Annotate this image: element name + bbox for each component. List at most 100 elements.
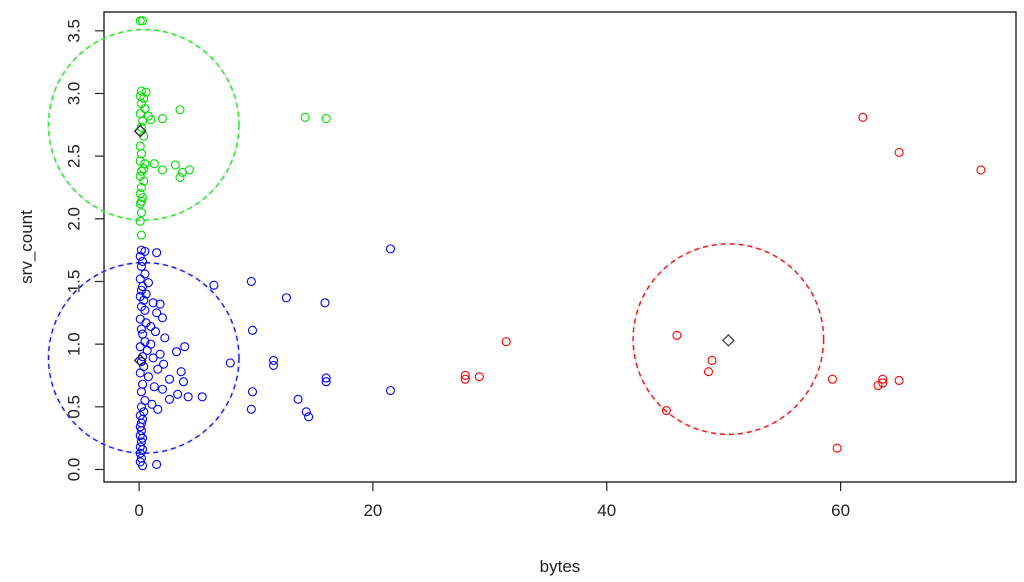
data-point bbox=[136, 230, 146, 240]
data-point bbox=[135, 141, 145, 151]
data-point bbox=[247, 387, 258, 397]
plot-frame bbox=[103, 11, 1017, 483]
data-point bbox=[140, 337, 150, 347]
data-point bbox=[474, 372, 484, 382]
data-point bbox=[139, 295, 149, 305]
data-point bbox=[321, 373, 331, 383]
data-point bbox=[268, 360, 279, 370]
data-point bbox=[138, 281, 148, 292]
data-point bbox=[209, 280, 219, 290]
data-point bbox=[155, 349, 165, 359]
data-point bbox=[140, 305, 150, 315]
data-point bbox=[135, 342, 145, 352]
data-point bbox=[136, 122, 146, 132]
y-tick-label: 1.5 bbox=[65, 270, 84, 294]
data-point bbox=[873, 380, 883, 391]
data-point bbox=[136, 387, 146, 397]
data-point bbox=[832, 443, 842, 453]
data-point bbox=[153, 364, 163, 374]
data-point bbox=[135, 442, 145, 452]
data-point bbox=[173, 389, 183, 399]
data-point bbox=[153, 404, 163, 414]
data-point bbox=[268, 355, 279, 365]
x-axis-label: bytes bbox=[540, 557, 581, 576]
data-point bbox=[142, 345, 152, 355]
data-point bbox=[149, 382, 159, 392]
data-point bbox=[878, 374, 888, 384]
data-point bbox=[184, 165, 194, 175]
x-tick-label: 20 bbox=[363, 501, 382, 520]
data-point bbox=[138, 329, 148, 339]
data-point bbox=[138, 16, 148, 26]
y-tick-label: 3.5 bbox=[65, 19, 84, 43]
data-point bbox=[178, 377, 189, 387]
data-point bbox=[175, 172, 185, 182]
data-point bbox=[135, 108, 145, 119]
cluster-circle bbox=[47, 261, 240, 454]
cluster-circle bbox=[632, 243, 825, 436]
x-tick-label: 40 bbox=[597, 501, 616, 520]
data-point bbox=[894, 375, 904, 386]
data-point bbox=[136, 402, 146, 412]
data-point bbox=[149, 159, 159, 169]
cluster-circle bbox=[47, 28, 240, 221]
data-point bbox=[136, 357, 146, 367]
data-point bbox=[135, 274, 145, 284]
data-point bbox=[707, 355, 717, 365]
data-point bbox=[225, 358, 235, 368]
data-point bbox=[140, 159, 150, 169]
data-point bbox=[136, 324, 146, 334]
data-point bbox=[136, 166, 146, 176]
data-point bbox=[138, 116, 148, 126]
y-tick-label: 2.5 bbox=[65, 144, 84, 168]
data-point bbox=[152, 308, 162, 318]
data-point bbox=[672, 330, 682, 340]
data-point bbox=[139, 176, 149, 186]
data-point bbox=[143, 278, 153, 288]
data-point bbox=[136, 182, 146, 193]
cluster-circles bbox=[47, 28, 826, 455]
data-point bbox=[246, 276, 256, 287]
data-point bbox=[135, 368, 145, 378]
data-point bbox=[157, 384, 168, 394]
y-tick-label: 2.0 bbox=[65, 207, 84, 231]
cluster-centers bbox=[133, 124, 735, 367]
data-point bbox=[164, 394, 175, 404]
data-point bbox=[197, 392, 207, 402]
data-point bbox=[159, 359, 169, 369]
data-point bbox=[175, 105, 185, 115]
data-point bbox=[148, 353, 158, 363]
data-point bbox=[135, 314, 145, 324]
data-point bbox=[246, 404, 256, 414]
data-point bbox=[138, 461, 148, 471]
data-point bbox=[170, 160, 180, 170]
data-point bbox=[183, 392, 193, 402]
data-point bbox=[157, 165, 168, 175]
cluster-circle-halo bbox=[631, 242, 826, 436]
data-point bbox=[293, 394, 303, 404]
data-point bbox=[135, 16, 145, 26]
data-point bbox=[247, 325, 258, 335]
data-point bbox=[661, 406, 671, 416]
cluster-center-marker bbox=[721, 333, 735, 347]
data-point bbox=[176, 367, 186, 377]
x-tick-label: 0 bbox=[134, 501, 143, 520]
data-point bbox=[136, 149, 146, 159]
data-point bbox=[180, 342, 190, 352]
data-point bbox=[138, 433, 148, 443]
data-point bbox=[135, 216, 145, 226]
y-tick-label: 3.0 bbox=[65, 82, 84, 106]
data-point bbox=[460, 370, 470, 381]
data-point bbox=[138, 379, 148, 389]
data-points bbox=[135, 16, 986, 471]
y-tick-label: 0.0 bbox=[65, 458, 84, 482]
data-point bbox=[157, 313, 168, 323]
data-point bbox=[135, 431, 145, 441]
data-point bbox=[171, 347, 182, 357]
data-point bbox=[139, 93, 149, 104]
data-point bbox=[138, 192, 148, 203]
data-point bbox=[150, 327, 160, 337]
cluster-center-marker bbox=[133, 354, 147, 367]
data-point bbox=[157, 113, 168, 124]
